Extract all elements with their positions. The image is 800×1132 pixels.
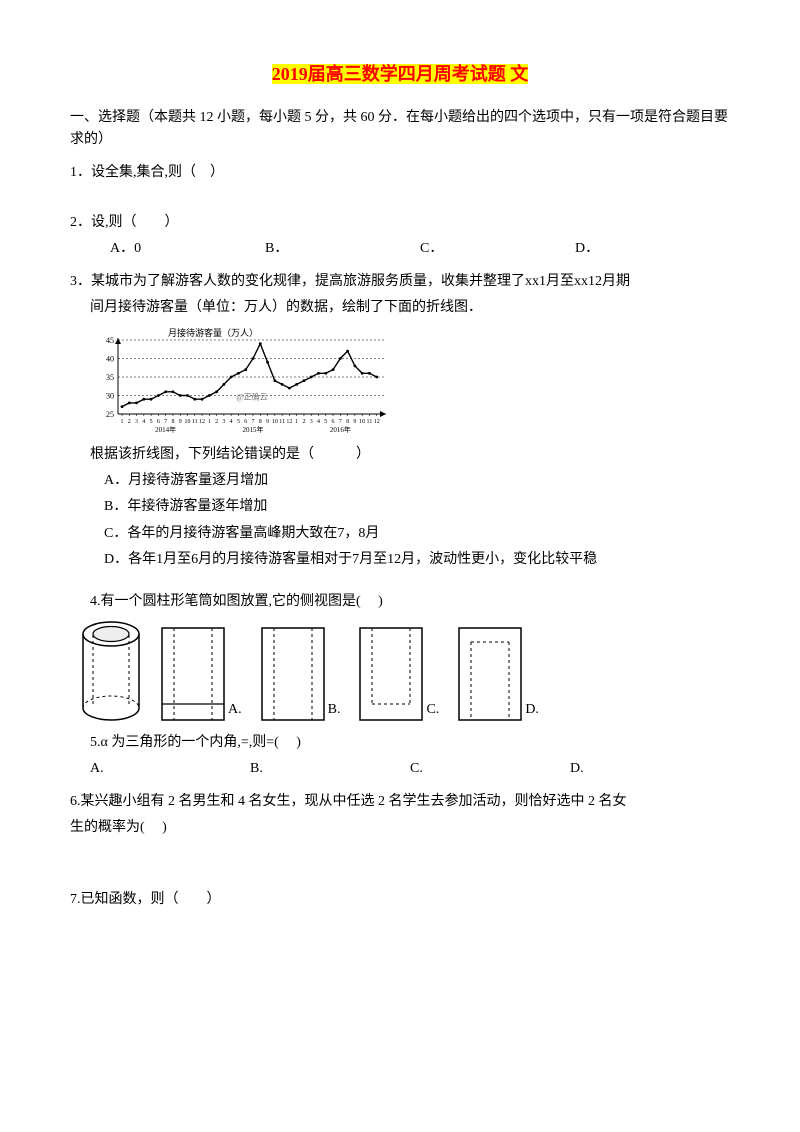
svg-text:2: 2 [302, 419, 305, 425]
svg-text:12: 12 [199, 419, 205, 425]
q2-opt-d: D． [575, 238, 730, 260]
svg-text:5: 5 [150, 419, 153, 425]
question-2: 2．设,则（ ） A．0 B． C． D． [70, 212, 730, 261]
svg-text:10: 10 [272, 419, 278, 425]
svg-text:35: 35 [106, 373, 114, 382]
svg-text:8: 8 [346, 419, 349, 425]
svg-text:1: 1 [208, 419, 211, 425]
svg-text:12: 12 [286, 419, 292, 425]
svg-text:2: 2 [128, 419, 131, 425]
q4-fig-b: B. [260, 626, 341, 722]
q2-options: A．0 B． C． D． [70, 238, 730, 260]
svg-text:9: 9 [179, 419, 182, 425]
q3-options: A．月接待游客量逐月增加 B．年接待游客量逐年增加 C．各年的月接待游客量高峰期… [70, 470, 730, 572]
svg-text:2: 2 [215, 419, 218, 425]
svg-text:9: 9 [266, 419, 269, 425]
svg-text:2016年: 2016年 [330, 425, 351, 434]
q5-options: A. B. C. D. [70, 758, 730, 780]
section-intro: 一、选择题（本题共 12 小题，每小题 5 分，共 60 分．在每小题给出的四个… [70, 107, 730, 152]
q3-opt-a: A．月接待游客量逐月增加 [104, 470, 730, 492]
q4-fig-c: C. [358, 626, 439, 722]
q4-figures: A. B. C. [80, 620, 730, 722]
svg-text:7: 7 [252, 419, 255, 425]
svg-text:2015年: 2015年 [243, 425, 264, 434]
svg-text:11: 11 [367, 419, 373, 425]
q5-opt-a: A. [90, 758, 250, 780]
svg-text:6: 6 [157, 419, 160, 425]
svg-text:3: 3 [135, 419, 138, 425]
svg-text:7: 7 [339, 419, 342, 425]
q3-opt-c: C．各年的月接待游客量高峰期大致在7，8月 [104, 523, 730, 545]
svg-text:3: 3 [222, 419, 225, 425]
svg-text:@正确云: @正确云 [236, 391, 267, 401]
svg-text:9: 9 [353, 419, 356, 425]
svg-text:25: 25 [106, 410, 114, 419]
svg-text:12: 12 [374, 419, 380, 425]
question-3: 3．某城市为了解游客人数的变化规律，提高旅游服务质量，收集并整理了xx1月至xx… [70, 271, 730, 572]
svg-text:5: 5 [324, 419, 327, 425]
q4-label-d: D. [525, 699, 539, 721]
q2-text: 2．设,则（ ） [70, 212, 730, 234]
svg-text:10: 10 [185, 419, 191, 425]
q3-text-l1: 3．某城市为了解游客人数的变化规律，提高旅游服务质量，收集并整理了xx1月至xx… [70, 271, 730, 293]
q5-text: 5.α 为三角形的一个内角,=,则=( ) [70, 732, 730, 754]
q3-chart: 月接待游客量（万人）253035404512345678910111212345… [90, 326, 730, 436]
q7-text: 7.已知函数，则（ ） [70, 889, 730, 911]
svg-text:40: 40 [106, 354, 114, 363]
q4-label-c: C. [426, 699, 439, 721]
question-1: 1．设全集,集合,则（ ） [70, 162, 730, 184]
title-rest: 届高三数学四月周考试题 文 [308, 64, 529, 84]
svg-text:4: 4 [317, 419, 320, 425]
q4-fig-a: A. [160, 626, 242, 722]
question-7: 7.已知函数，则（ ） [70, 889, 730, 911]
q5-opt-b: B. [250, 758, 410, 780]
svg-text:3: 3 [310, 419, 313, 425]
svg-text:11: 11 [279, 419, 285, 425]
svg-text:8: 8 [259, 419, 262, 425]
q5-opt-d: D. [570, 758, 730, 780]
q4-fig-d: D. [457, 626, 539, 722]
svg-text:月接待游客量（万人）: 月接待游客量（万人） [168, 327, 258, 338]
svg-text:11: 11 [192, 419, 198, 425]
svg-text:5: 5 [237, 419, 240, 425]
q4-text: 4.有一个圆柱形笔筒如图放置,它的侧视图是( ) [70, 591, 730, 613]
q3-opt-d: D．各年1月至6月的月接待游客量相对于7月至12月，波动性更小，变化比较平稳 [104, 549, 730, 571]
q5-opt-c: C. [410, 758, 570, 780]
svg-text:7: 7 [164, 419, 167, 425]
q4-fig-cylinder [80, 620, 142, 722]
q6-text-l2: 生的概率为( ) [70, 817, 730, 839]
svg-text:4: 4 [230, 419, 233, 425]
svg-text:1: 1 [295, 419, 298, 425]
svg-text:8: 8 [171, 419, 174, 425]
q2-opt-a: A．0 [110, 238, 265, 260]
svg-text:4: 4 [142, 419, 145, 425]
q3-opt-b: B．年接待游客量逐年增加 [104, 496, 730, 518]
svg-text:6: 6 [244, 419, 247, 425]
svg-text:1: 1 [121, 419, 124, 425]
q2-opt-c: C． [420, 238, 575, 260]
svg-text:2014年: 2014年 [155, 425, 176, 434]
q4-label-a: A. [228, 699, 242, 721]
title-year: 2019 [272, 64, 308, 84]
q4-label-b: B. [328, 699, 341, 721]
q3-text-l2: 间月接待游客量（单位：万人）的数据，绘制了下面的折线图． [70, 297, 730, 319]
q3-prompt: 根据该折线图，下列结论错误的是（ ） [70, 444, 730, 466]
svg-text:10: 10 [359, 419, 365, 425]
q1-text: 1．设全集,集合,则（ ） [70, 162, 730, 184]
page-title: 2019届高三数学四月周考试题 文 [70, 60, 730, 89]
q6-text-l1: 6.某兴趣小组有 2 名男生和 4 名女生，现从中任选 2 名学生去参加活动，则… [70, 791, 730, 813]
svg-text:30: 30 [106, 391, 114, 400]
svg-text:6: 6 [332, 419, 335, 425]
question-5: 5.α 为三角形的一个内角,=,则=( ) A. B. C. D. [70, 732, 730, 781]
question-6: 6.某兴趣小组有 2 名男生和 4 名女生，现从中任选 2 名学生去参加活动，则… [70, 791, 730, 840]
question-4: 4.有一个圆柱形笔筒如图放置,它的侧视图是( ) A. [70, 591, 730, 721]
svg-text:45: 45 [106, 336, 114, 345]
q2-opt-b: B． [265, 238, 420, 260]
